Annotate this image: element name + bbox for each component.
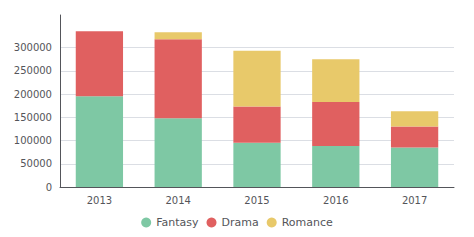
svg-text:2016: 2016 — [323, 195, 348, 206]
svg-text:2013: 2013 — [87, 195, 112, 206]
svg-text:0: 0 — [46, 182, 52, 193]
svg-text:Fantasy: Fantasy — [156, 216, 199, 229]
svg-text:250000: 250000 — [14, 65, 52, 76]
svg-text:100000: 100000 — [14, 135, 52, 146]
svg-text:2015: 2015 — [244, 195, 269, 206]
svg-text:150000: 150000 — [14, 112, 52, 123]
svg-text:Drama: Drama — [222, 216, 259, 229]
svg-text:300000: 300000 — [14, 42, 52, 53]
svg-text:200000: 200000 — [14, 89, 52, 100]
svg-text:2014: 2014 — [165, 195, 190, 206]
svg-text:2017: 2017 — [402, 195, 427, 206]
svg-text:50000: 50000 — [20, 158, 52, 169]
svg-text:Romance: Romance — [282, 216, 333, 229]
